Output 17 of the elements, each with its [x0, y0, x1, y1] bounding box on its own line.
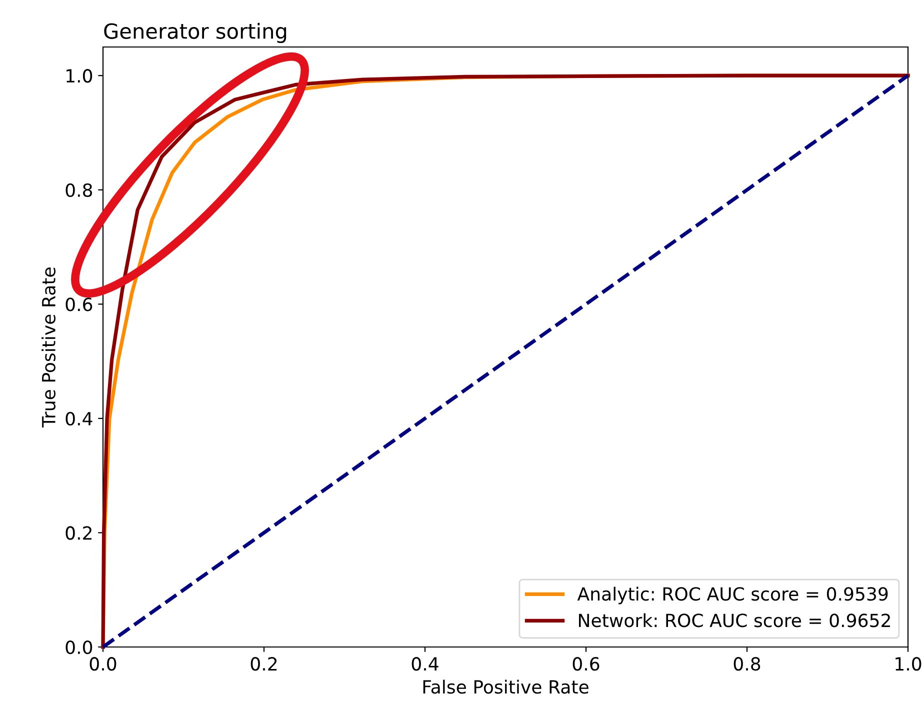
- x-tick-label: 0.4: [412, 657, 438, 671]
- x-axis-title: False Positive Rate: [423, 680, 588, 694]
- y-axis-title: True Positive Rate: [42, 268, 56, 428]
- chart-title: Generator sorting: [104, 22, 286, 43]
- x-tick-label: 0.0: [90, 657, 116, 671]
- y-tick-label: 0.2: [66, 526, 92, 540]
- y-tick-label: 0.8: [66, 183, 92, 197]
- legend-label: Network: ROC AUC score = 0.9652: [579, 613, 890, 628]
- x-tick-label: 0.8: [734, 657, 760, 671]
- y-tick-label: 0.4: [66, 412, 92, 426]
- legend-label: Analytic: ROC AUC score = 0.9539: [577, 586, 888, 604]
- x-tick-label: 1.0: [896, 657, 922, 671]
- x-tick-label: 0.6: [572, 657, 600, 671]
- y-tick-label: 0.0: [66, 640, 92, 654]
- x-tick-label: 0.2: [250, 657, 277, 671]
- y-tick-label: 0.6: [66, 298, 92, 312]
- y-tick-label: 1.0: [66, 69, 92, 83]
